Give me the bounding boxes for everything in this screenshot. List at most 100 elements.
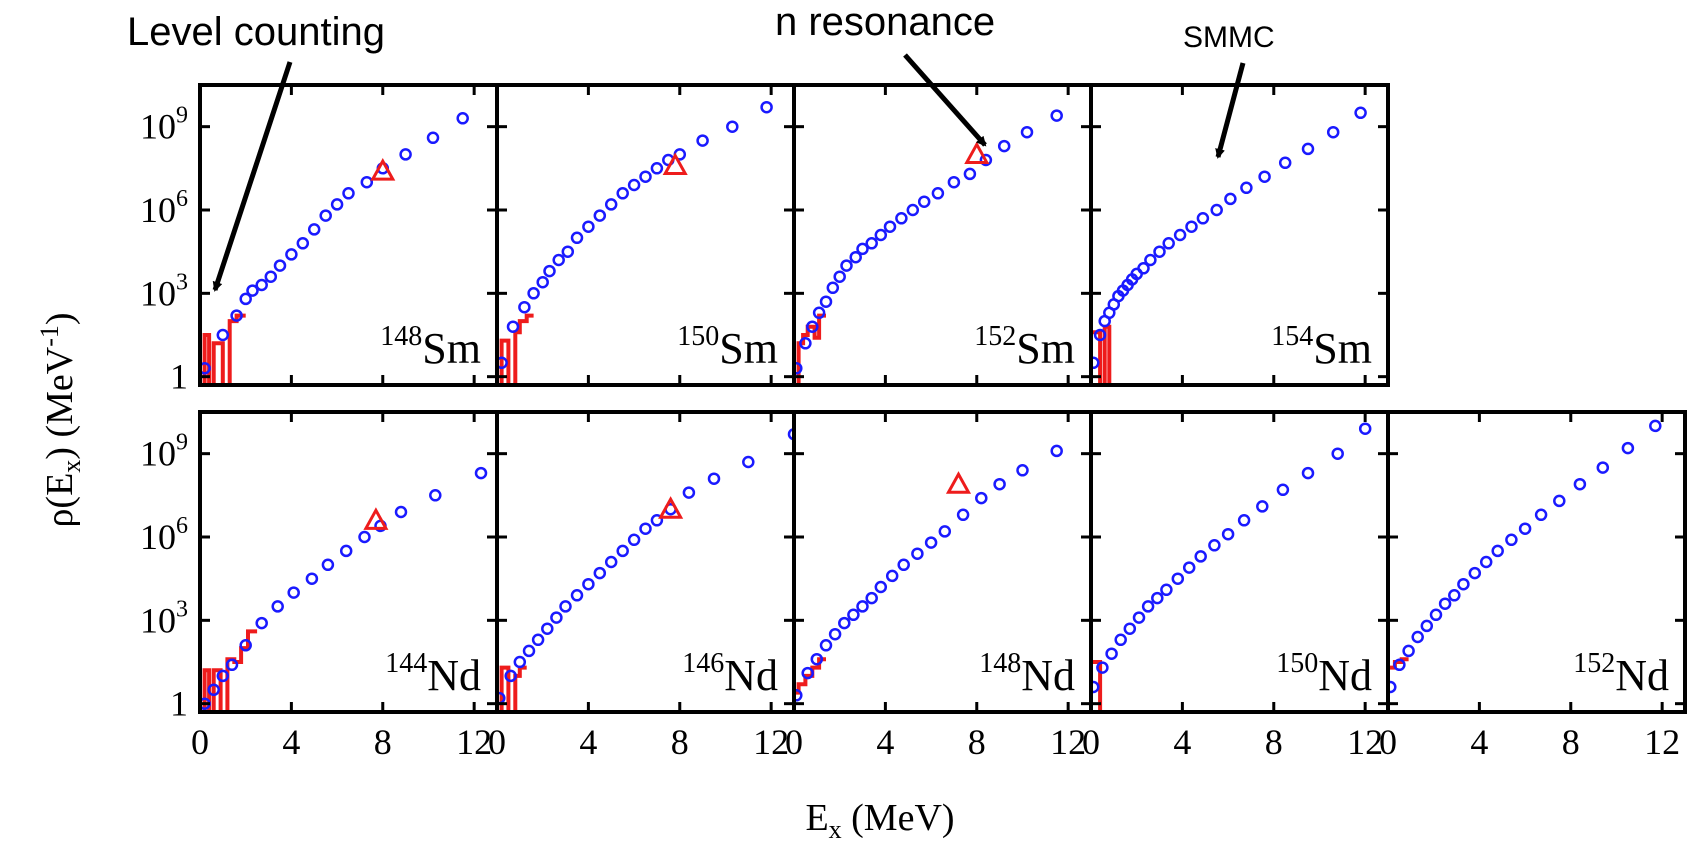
smmc-point	[1621, 441, 1635, 455]
smmc-point	[1224, 192, 1237, 206]
arrow-smmc	[1215, 62, 1246, 159]
nucleus-mass: 148	[380, 321, 422, 352]
x-tick-label: 12	[1050, 722, 1086, 762]
smmc-point	[561, 245, 575, 258]
level-counting-line	[794, 313, 826, 385]
smmc-point	[593, 209, 607, 222]
smmc-point	[399, 148, 412, 161]
nucleus-label: 150Sm	[677, 321, 778, 373]
smmc-point	[1151, 591, 1164, 605]
y-tick-exponent: 6	[176, 186, 188, 212]
smmc-point	[513, 655, 527, 669]
smmc-point	[518, 300, 531, 314]
smmc-point	[963, 167, 977, 181]
nucleus-element: Nd	[1615, 651, 1669, 700]
nucleus-element: Sm	[1016, 324, 1075, 373]
smmc-point	[1020, 125, 1034, 139]
smmc-point	[541, 622, 554, 635]
smmc-point	[593, 566, 607, 580]
smmc-point	[956, 508, 970, 522]
y-tick-exponent: 6	[176, 513, 188, 539]
smmc-point	[1210, 203, 1223, 217]
smmc-point	[255, 278, 268, 292]
y-label-mid: ) (MeV	[39, 346, 81, 459]
annotation-level-counting: Level counting	[127, 10, 385, 54]
smmc-point	[840, 259, 853, 272]
arrow-level-counting	[212, 61, 293, 292]
annotation-n-resonance: n resonance	[775, 0, 995, 44]
smmc-point	[271, 600, 284, 613]
nucleus-element: Nd	[427, 651, 481, 700]
smmc-point	[1091, 356, 1100, 370]
smmc-point	[895, 212, 908, 225]
smmc-point	[1016, 464, 1029, 477]
smmc-point	[1491, 544, 1504, 558]
smmc-point	[1137, 262, 1150, 275]
smmc-point	[1162, 237, 1175, 250]
y-label-sup: -1	[35, 325, 64, 347]
smmc-point	[794, 362, 803, 375]
smmc-point	[1144, 253, 1157, 267]
smmc-point	[1388, 680, 1397, 694]
annotation-smmc: SMMC	[1183, 21, 1275, 54]
panel-150sm: 150Sm	[495, 83, 796, 387]
smmc-point	[819, 639, 833, 652]
resonance-marker	[658, 496, 684, 519]
x-tick-label: 4	[282, 722, 300, 762]
panel-152sm: 152Sm	[792, 83, 1093, 387]
smmc-point	[897, 558, 910, 572]
smmc-point	[1276, 483, 1290, 497]
x-axis-label: Ex (MeV)	[805, 797, 954, 844]
smmc-point	[874, 580, 888, 594]
nucleus-label: 148Nd	[979, 648, 1075, 700]
smmc-point	[570, 589, 584, 602]
nucleus-label: 154Sm	[1271, 321, 1372, 373]
smmc-point	[456, 112, 469, 125]
smmc-point	[394, 505, 408, 519]
smmc-point	[1411, 630, 1424, 644]
smmc-point	[924, 536, 938, 549]
nucleus-element: Sm	[422, 324, 481, 373]
smmc-point	[917, 195, 931, 208]
resonance-marker	[964, 141, 990, 164]
smmc-point	[360, 175, 374, 189]
smmc-point	[650, 162, 664, 175]
y-tick-label: 106	[140, 513, 188, 557]
x-tick-label: 8	[1265, 722, 1283, 762]
smmc-point	[522, 644, 536, 658]
smmc-point	[504, 669, 517, 683]
smmc-point	[911, 547, 924, 560]
y-tick-label: 1	[170, 357, 188, 397]
smmc-point	[207, 683, 220, 697]
panel-154sm: 154Sm	[1089, 83, 1390, 387]
resonance-marker	[363, 507, 389, 530]
x-label-sub: x	[829, 815, 842, 844]
level-counting-line	[794, 657, 826, 695]
panel-146nd: 0 4 8 12 146Nd	[488, 410, 796, 762]
smmc-point	[1182, 561, 1196, 574]
smmc-point	[883, 220, 897, 233]
panel-frame	[1386, 410, 1687, 714]
smmc-point	[742, 455, 755, 469]
x-tick-label: 0	[785, 722, 803, 762]
smmc-point	[1393, 658, 1406, 672]
smmc-point	[849, 250, 862, 264]
smmc-point	[627, 533, 641, 547]
smmc-point	[1301, 142, 1315, 156]
x-tick-label: 12	[1644, 722, 1680, 762]
smmc-point	[616, 187, 629, 200]
smmc-point	[1194, 550, 1207, 563]
smmc-point	[1196, 212, 1210, 225]
smmc-point	[975, 491, 988, 505]
smmc-point	[760, 100, 773, 114]
resonance-marker	[945, 471, 972, 494]
smmc-point	[527, 287, 540, 300]
smmc-point	[536, 275, 549, 289]
smmc-point	[874, 228, 888, 242]
nucleus-label: 152Nd	[1573, 648, 1669, 700]
smmc-point	[812, 306, 826, 320]
smmc-point	[1096, 661, 1109, 674]
smmc-point	[506, 320, 520, 333]
y-label-sub: x	[57, 460, 86, 473]
